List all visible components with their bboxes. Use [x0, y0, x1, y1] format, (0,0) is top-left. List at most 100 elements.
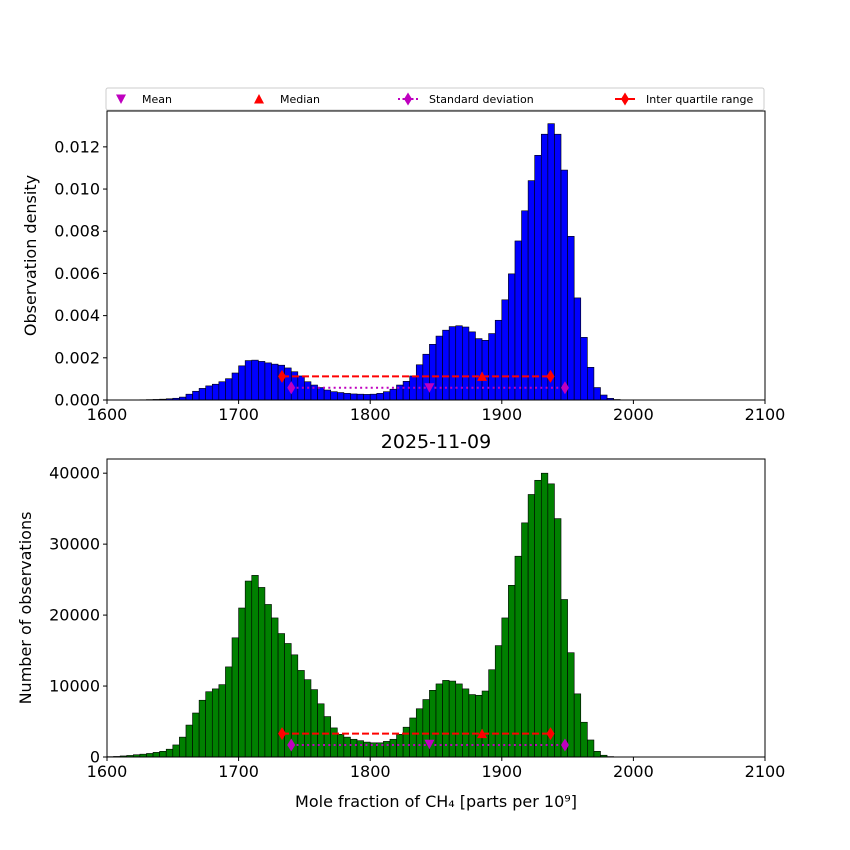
histogram-bar: [567, 236, 575, 401]
x-tick-label: 2000: [613, 762, 654, 781]
histogram-bar: [258, 587, 266, 758]
y-axis-label: Observation density: [21, 175, 40, 336]
histogram-bar: [343, 736, 351, 758]
chart-1: 1600 1700 1800 1900 2000 2100 0.000 0.002 0.004 0…: [21, 110, 785, 424]
histogram-bars: [106, 472, 614, 758]
histogram-bar: [185, 724, 193, 758]
histogram-bar: [554, 133, 562, 401]
histogram-bar: [462, 688, 470, 758]
histogram-bar: [258, 361, 266, 401]
legend-item: Standard deviation: [398, 92, 534, 106]
histogram-bar: [330, 727, 338, 758]
x-tick-label: 1700: [218, 405, 259, 424]
histogram-bar: [218, 381, 226, 401]
histogram-bar: [323, 716, 332, 758]
histogram-bar: [356, 740, 364, 758]
histogram-bar: [317, 387, 325, 401]
histogram-bar: [435, 683, 443, 758]
plot-frame: [106, 458, 766, 758]
histogram-bar: [343, 393, 351, 401]
histogram-bar: [271, 363, 279, 401]
histogram-bar: [330, 391, 338, 401]
histogram-bar: [211, 688, 220, 758]
histogram-bar: [448, 326, 457, 401]
histogram-bar: [547, 123, 555, 401]
histogram-bar: [547, 483, 555, 758]
histogram-bar: [310, 689, 318, 758]
histogram-bar: [284, 643, 292, 758]
histogram-bar: [554, 518, 562, 758]
std-dev-marker: [287, 381, 296, 395]
histogram-bar: [159, 751, 167, 758]
histogram-bar: [218, 684, 226, 758]
legend-item: Median: [254, 93, 320, 106]
histogram-bar: [205, 691, 213, 758]
histogram-bar: [264, 362, 272, 401]
iqr-marker: [278, 369, 287, 383]
histogram-bar: [488, 669, 496, 758]
histogram-bar: [455, 325, 463, 401]
histogram-bar: [389, 738, 397, 758]
histogram-bar: [304, 381, 312, 401]
y-tick-label: 40000: [49, 464, 100, 483]
histogram-bar: [481, 340, 489, 401]
plot-frame: [106, 110, 766, 401]
histogram-bar: [488, 333, 496, 401]
y-tick-label: 0.004: [54, 306, 100, 325]
histogram-bar: [185, 393, 193, 401]
iqr-marker: [546, 369, 555, 383]
histogram-bar: [580, 337, 588, 401]
histogram-bar: [225, 666, 233, 758]
histogram-bar: [429, 344, 437, 401]
y-tick-label: 10000: [49, 677, 100, 696]
histogram-bar: [527, 180, 535, 401]
histogram-bar: [317, 703, 325, 758]
histogram-bar: [514, 555, 522, 758]
histogram-bar: [231, 637, 239, 758]
x-tick-label: 1700: [218, 762, 259, 781]
histogram-bar: [383, 391, 391, 401]
histogram-bar: [587, 739, 595, 758]
histogram-bar: [336, 392, 345, 401]
histogram-bar: [508, 584, 516, 758]
histogram-bar: [152, 752, 160, 758]
histogram-bar: [146, 753, 154, 758]
histogram-bar: [468, 331, 476, 401]
histogram-bar: [198, 388, 206, 401]
histogram-bar: [244, 360, 253, 401]
legend-item: Inter quartile range: [615, 92, 753, 106]
legend-median-icon: [254, 94, 264, 104]
histogram-bar: [422, 699, 430, 758]
histogram-bar: [402, 381, 410, 401]
histogram-bar: [475, 694, 483, 758]
legend-std-diamond-icon: [404, 92, 412, 106]
legend-label: Standard deviation: [429, 93, 534, 106]
legend-box: [105, 87, 765, 111]
legend-label: Inter quartile range: [646, 93, 753, 106]
y-axis-label: Number of observations: [16, 512, 35, 705]
histogram-bar: [600, 394, 608, 401]
std-dev-marker: [287, 738, 296, 752]
histogram-bar: [192, 390, 200, 401]
histogram-bar: [323, 389, 332, 401]
histogram-bar: [409, 717, 417, 758]
histogram-bar: [593, 387, 601, 401]
y-tick-label: 0.002: [54, 348, 100, 367]
y-tick-label: 0.012: [54, 137, 100, 156]
legend-item: Mean: [116, 93, 172, 106]
histogram-bar: [231, 372, 239, 401]
histogram-bar: [389, 388, 397, 401]
histogram-bar: [448, 680, 457, 758]
histogram-bar: [455, 683, 463, 758]
x-axis-label: Mole fraction of CH₄ [parts per 10⁹]: [295, 792, 577, 811]
histogram-bar: [356, 393, 364, 401]
histogram-bar: [580, 721, 588, 758]
histogram-bars: [119, 123, 628, 401]
histogram-bar: [192, 712, 200, 758]
median-marker: [477, 728, 488, 739]
iqr-marker: [278, 727, 287, 741]
histogram-bar: [494, 645, 503, 758]
histogram-bar: [264, 604, 272, 758]
x-tick-label: 2000: [613, 405, 654, 424]
